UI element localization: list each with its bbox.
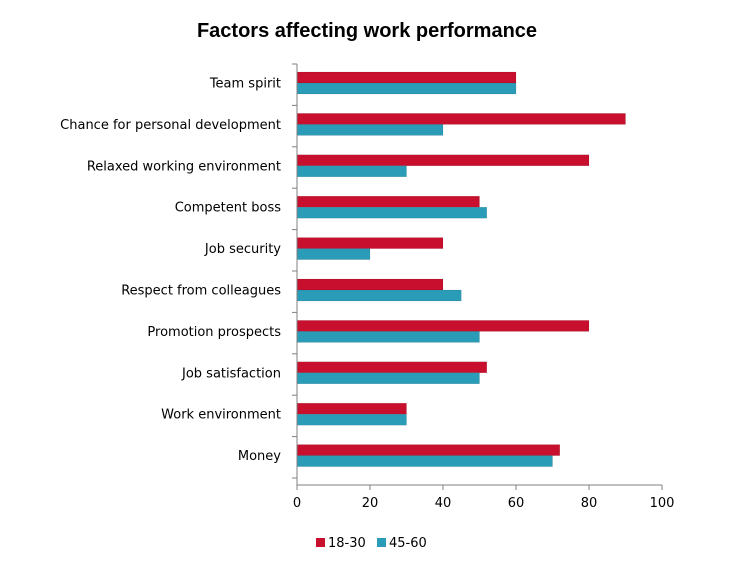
bar-45-60 (296, 455, 553, 467)
x-tick-label: 20 (362, 496, 379, 511)
category-label: Relaxed working environment (87, 159, 281, 174)
bars-layer (296, 71, 626, 467)
bar-18-30 (296, 154, 590, 167)
bar-45-60 (296, 248, 371, 260)
bar-18-30 (296, 361, 488, 374)
legend-swatch-45-60 (377, 538, 386, 547)
bar-45-60 (296, 124, 444, 136)
bar-18-30 (296, 278, 444, 291)
bar-45-60 (296, 206, 488, 219)
category-label: Job satisfaction (181, 366, 281, 381)
x-axis: 0 20 40 60 80 100 (292, 63, 675, 511)
category-label: Team spirit (209, 77, 281, 92)
chart-title: Factors affecting work performance (197, 20, 537, 42)
category-label: Promotion prospects (147, 325, 281, 340)
legend-swatch-18-30 (316, 538, 325, 547)
bar-45-60 (296, 372, 480, 385)
category-label: Money (238, 449, 281, 464)
category-label: Competent boss (175, 201, 281, 216)
legend-label: 18-30 (328, 536, 366, 551)
legend-label: 45-60 (389, 536, 427, 551)
bar-45-60 (296, 289, 462, 302)
category-labels: Team spirit Chance for personal developme… (60, 77, 281, 465)
bar-18-30 (296, 444, 561, 456)
bar-45-60 (296, 331, 480, 343)
category-label: Job security (204, 242, 281, 257)
category-label: Chance for personal development (60, 118, 281, 133)
bar-45-60 (296, 165, 407, 178)
x-tick-label: 40 (435, 496, 452, 511)
bar-18-30 (296, 71, 517, 84)
bar-18-30 (296, 195, 480, 208)
bar-18-30 (296, 320, 590, 332)
bar-18-30 (296, 113, 626, 125)
x-tick-label: 60 (508, 496, 525, 511)
bar-18-30 (296, 237, 444, 249)
category-label: Respect from colleagues (121, 284, 281, 299)
bar-18-30 (296, 402, 407, 415)
x-tick-label: 0 (293, 496, 301, 511)
x-tick-label: 100 (650, 496, 675, 511)
category-label: Work environment (161, 408, 281, 423)
x-tick-label: 80 (581, 496, 598, 511)
legend: 18-30 45-60 (316, 536, 427, 551)
bar-45-60 (296, 413, 407, 426)
bar-45-60 (296, 82, 517, 95)
